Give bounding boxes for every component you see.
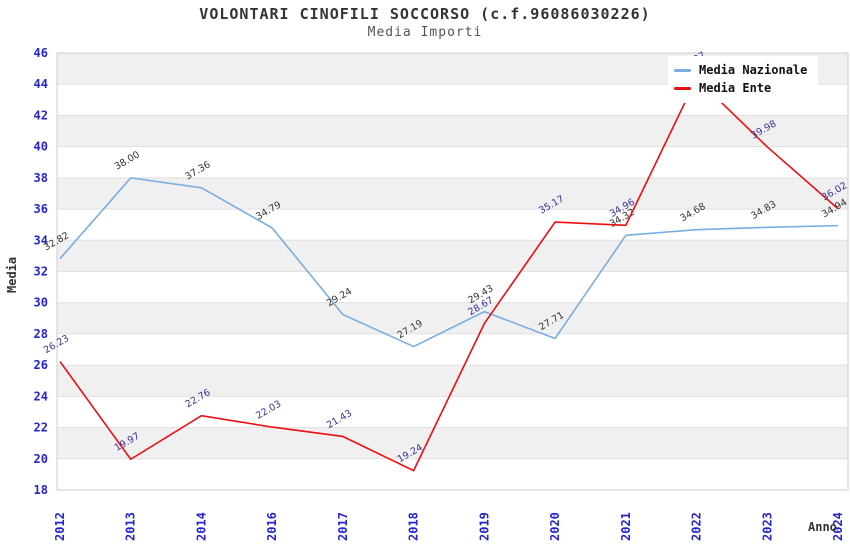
y-tick-label: 20: [34, 452, 48, 466]
y-tick-label: 42: [34, 108, 48, 122]
x-axis-title: Anno: [808, 520, 837, 534]
legend-item-media-ente: Media Ente: [674, 79, 810, 97]
y-tick-label: 30: [34, 296, 48, 310]
x-tick-label: 2013: [124, 512, 138, 541]
x-tick-label: 2021: [619, 512, 633, 541]
y-tick-label: 22: [34, 421, 48, 435]
plot-band: [57, 115, 848, 147]
legend-label-nazionale: Media Nazionale: [699, 63, 808, 77]
x-tick-label: 2012: [53, 512, 67, 541]
plot-band: [57, 302, 848, 334]
x-tick-label: 2020: [548, 512, 562, 541]
y-tick-label: 40: [34, 140, 48, 154]
y-tick-label: 26: [34, 358, 48, 372]
x-tick-label: 2023: [760, 512, 774, 541]
chart-subtitle: Media Importi: [367, 25, 483, 40]
data-label: 22.03: [254, 399, 283, 422]
legend-line-swatch-nazionale: [674, 68, 691, 72]
x-tick-label: 2018: [407, 512, 421, 541]
y-tick-label: 18: [34, 483, 48, 497]
y-tick-label: 38: [34, 171, 48, 185]
x-tick-label: 2016: [265, 512, 279, 541]
x-tick-label: 2017: [336, 512, 350, 541]
y-tick-label: 36: [34, 202, 48, 216]
plot-band: [57, 365, 848, 397]
legend-line-swatch-ente: [674, 86, 691, 90]
plot-border: [56, 52, 849, 491]
y-tick-label: 46: [34, 46, 48, 60]
plot-band: [57, 177, 848, 210]
x-tick-label: 2024: [831, 512, 845, 541]
x-tick-label: 2014: [194, 512, 208, 541]
chart-title: VOLONTARI CINOFILI SOCCORSO (c.f.9608603…: [199, 5, 651, 23]
series-line-media-nazionale: [59, 177, 839, 348]
y-tick-label: 28: [34, 327, 48, 341]
y-tick-label: 24: [34, 389, 48, 403]
x-tick-label: 2019: [477, 512, 491, 541]
plot-band: [57, 240, 848, 272]
legend-label-ente: Media Ente: [699, 81, 772, 95]
y-tick-label: 32: [34, 265, 48, 279]
chart-legend: Media Nazionale Media Ente: [668, 56, 818, 103]
plot-band: [57, 427, 848, 459]
y-axis-title: Media: [5, 257, 19, 293]
x-tick-label: 2022: [690, 512, 704, 541]
y-tick-label: 34: [34, 233, 48, 247]
y-tick-label: 44: [34, 77, 48, 91]
legend-item-media-nazionale: Media Nazionale: [674, 61, 810, 79]
data-label: 38.00: [113, 149, 142, 172]
